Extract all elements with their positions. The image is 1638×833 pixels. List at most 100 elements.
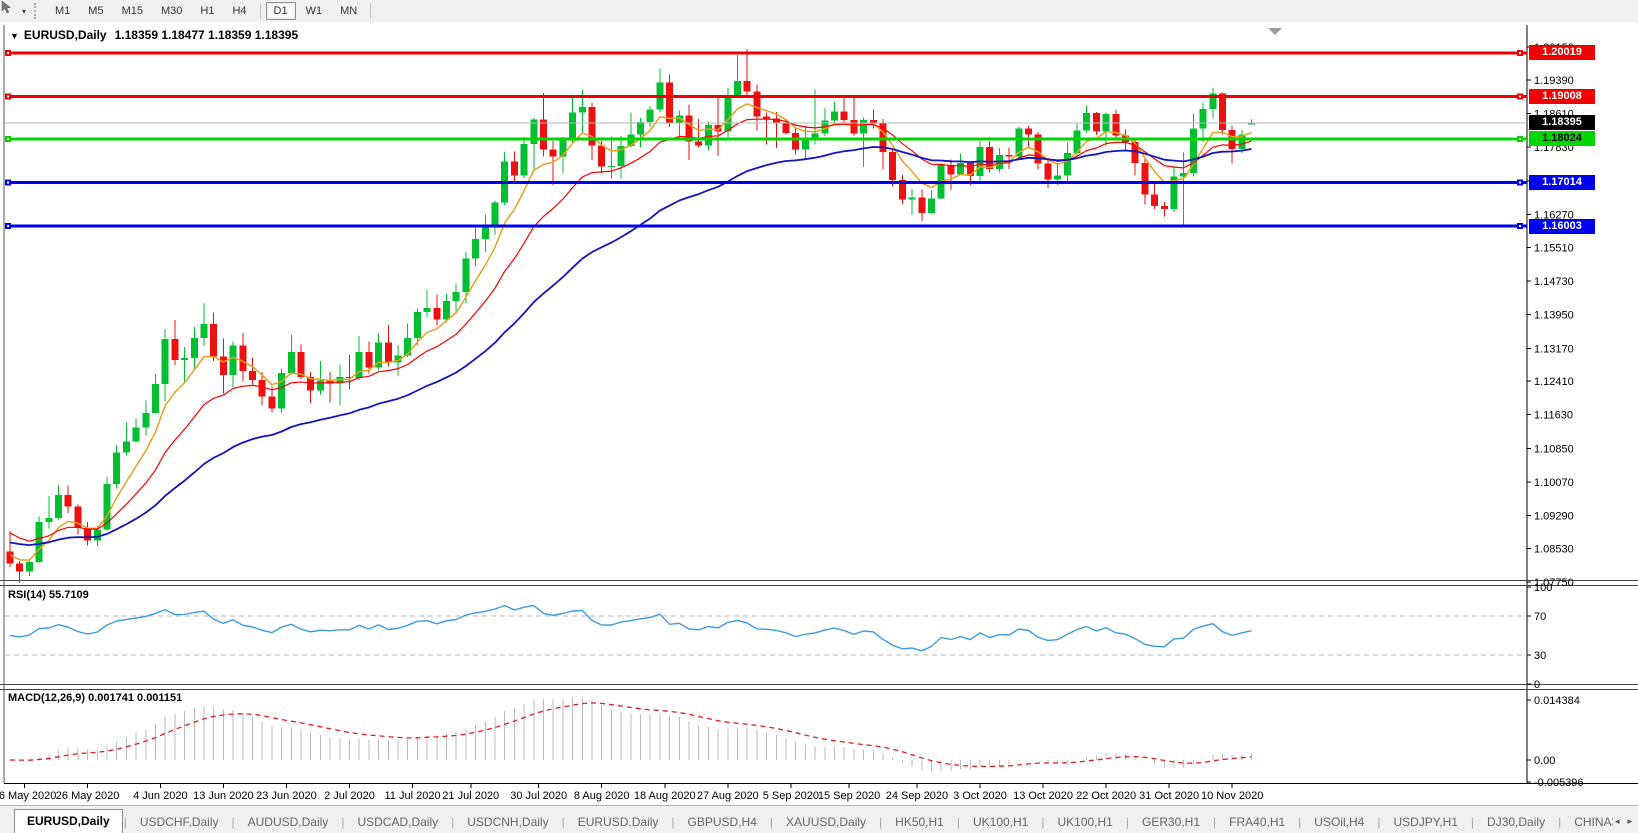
svg-text:1.15510: 1.15510 xyxy=(1534,242,1574,254)
timeframe-button-M30[interactable]: M30 xyxy=(160,5,183,17)
svg-text:16 May 2020: 16 May 2020 xyxy=(0,790,56,802)
cursor-dropdown-icon[interactable]: ▾ xyxy=(22,6,27,16)
timeframe-toolbar: ▾ M1 M5 M15 M30 H1 H4 D1 W1 MN xyxy=(0,0,1638,23)
macd-histogram xyxy=(19,697,1253,773)
svg-text:3 Oct 2020: 3 Oct 2020 xyxy=(953,790,1007,802)
symbol-tab-HK50-H1[interactable]: HK50,H1 xyxy=(895,815,944,829)
tab-separator: | xyxy=(341,815,345,829)
svg-text:15 Sep 2020: 15 Sep 2020 xyxy=(818,790,880,802)
svg-text:-0.005396: -0.005396 xyxy=(1534,777,1584,789)
timeframe-button-MN[interactable]: MN xyxy=(340,5,358,17)
symbol-tab-DJ30-Daily[interactable]: DJ30,Daily xyxy=(1487,815,1546,829)
timeframe-button-M1[interactable]: M1 xyxy=(55,5,71,17)
svg-text:0.014384: 0.014384 xyxy=(1534,695,1580,707)
svg-text:26 May 2020: 26 May 2020 xyxy=(56,790,120,802)
panel-frames xyxy=(0,25,1638,784)
candles xyxy=(6,48,1256,583)
symbol-tab-USDCAD-Daily[interactable]: USDCAD,Daily xyxy=(357,815,439,829)
tab-scroll-controls: ◂ ▸ xyxy=(1615,816,1638,833)
rsi-panel: 100 70 30 0 xyxy=(5,582,1552,691)
symbol-tab-USDJPY-H1[interactable]: USDJPY,H1 xyxy=(1393,815,1458,829)
symbol-tab-EURUSD-Daily[interactable]: EURUSD,Daily xyxy=(577,815,659,829)
chart-tab-bar: EURUSD,Daily | USDCHF,Daily | AUDUSD,Daily | U… xyxy=(0,805,1638,833)
tab-separator: | xyxy=(1213,815,1217,829)
symbol-tab-AUDUSD-Daily[interactable]: AUDUSD,Daily xyxy=(247,815,329,829)
timeframe-button-D1[interactable]: D1 xyxy=(265,2,296,20)
macd-signal-line xyxy=(9,702,1252,768)
svg-text:1.13950: 1.13950 xyxy=(1534,310,1574,322)
cursor-tool-icon[interactable] xyxy=(1,0,22,20)
svg-text:21 Jul 2020: 21 Jul 2020 xyxy=(442,790,499,802)
svg-text:22 Oct 2020: 22 Oct 2020 xyxy=(1076,790,1136,802)
tab-scroll-left-icon[interactable]: ◂ xyxy=(1614,816,1620,826)
svg-text:31 Oct 2020: 31 Oct 2020 xyxy=(1139,790,1199,802)
ma-fast-line xyxy=(9,103,1252,562)
level-price-label-1.17014: 1.17014 xyxy=(1529,174,1595,190)
symbol-tab-XAUUSD-Daily[interactable]: XAUUSD,Daily xyxy=(786,815,867,829)
tab-separator: | xyxy=(879,815,883,829)
svg-text:10 Nov 2020: 10 Nov 2020 xyxy=(1201,790,1263,802)
symbol-tab-USDCHF-Daily[interactable]: USDCHF,Daily xyxy=(139,815,219,829)
symbol-tab-GER30-H1[interactable]: GER30,H1 xyxy=(1141,815,1201,829)
svg-text:1.10850: 1.10850 xyxy=(1534,443,1574,455)
svg-text:5 Sep 2020: 5 Sep 2020 xyxy=(763,790,819,802)
svg-text:11 Jul 2020: 11 Jul 2020 xyxy=(385,790,441,802)
rsi-indicator-label: RSI(14) 55.7109 xyxy=(8,589,89,601)
timeframe-button-H4[interactable]: H4 xyxy=(232,5,247,17)
symbol-tab-UK100-H1[interactable]: UK100,H1 xyxy=(972,815,1029,829)
tab-separator: | xyxy=(1470,815,1475,829)
svg-text:0.00: 0.00 xyxy=(1534,755,1555,767)
timeframe-button-W1[interactable]: W1 xyxy=(305,5,323,17)
svg-text:1.10070: 1.10070 xyxy=(1534,477,1574,489)
toolbar-grip[interactable] xyxy=(34,3,41,19)
chart-symbol-label: EURUSD,Daily xyxy=(23,28,107,42)
svg-text:1.12410: 1.12410 xyxy=(1534,376,1574,388)
svg-text:4 Jun 2020: 4 Jun 2020 xyxy=(133,790,187,802)
timeframe-button-H1[interactable]: H1 xyxy=(200,5,215,17)
level-price-label-1.20019: 1.20019 xyxy=(1529,45,1595,61)
tab-separator: | xyxy=(1041,815,1045,829)
svg-text:1.09290: 1.09290 xyxy=(1534,511,1574,523)
tab-scroll-right-icon[interactable]: ▸ xyxy=(1627,816,1632,826)
level-lines[interactable] xyxy=(5,49,1527,230)
svg-text:1.07750: 1.07750 xyxy=(1534,577,1574,589)
svg-text:1.13170: 1.13170 xyxy=(1534,343,1574,355)
symbol-tab-EURUSD-Daily[interactable]: EURUSD,Daily xyxy=(14,809,123,833)
tab-separator: | xyxy=(561,815,565,829)
svg-text:0: 0 xyxy=(1534,679,1540,691)
svg-text:1.14730: 1.14730 xyxy=(1534,276,1574,288)
ma-slow-line xyxy=(9,146,1252,546)
svg-text:1.11630: 1.11630 xyxy=(1534,410,1573,422)
chart-ohlc-values: 1.18359 1.18477 1.18359 1.18395 xyxy=(114,28,299,42)
svg-text:24 Sep 2020: 24 Sep 2020 xyxy=(886,790,948,802)
level-price-label-1.18024: 1.18024 xyxy=(1529,131,1595,147)
svg-text:23 Jun 2020: 23 Jun 2020 xyxy=(256,790,317,802)
svg-text:1.08530: 1.08530 xyxy=(1534,544,1574,556)
level-price-label-1.19008: 1.19008 xyxy=(1529,88,1595,104)
tab-separator: | xyxy=(1377,815,1381,829)
symbol-tab-USOil-H4[interactable]: USOil,H4 xyxy=(1314,815,1365,829)
symbol-tab-FRA40-H1[interactable]: FRA40,H1 xyxy=(1229,815,1286,829)
macd-panel: 0.014384 0.00 -0.005396 xyxy=(1527,695,1584,789)
macd-indicator-label: MACD(12,26,9) 0.001741 0.001151 xyxy=(8,692,183,704)
svg-text:1.16270: 1.16270 xyxy=(1534,210,1574,222)
svg-text:30 Jul 2020: 30 Jul 2020 xyxy=(510,790,567,802)
symbol-tab-GBPUSD-H4[interactable]: GBPUSD,H4 xyxy=(687,815,757,829)
symbol-tab-CHINA300-H1[interactable]: CHINA300,H1 xyxy=(1574,815,1613,829)
timeframe-button-M15[interactable]: M15 xyxy=(121,5,143,17)
timeframe-button-M5[interactable]: M5 xyxy=(88,5,104,17)
svg-text:2 Jul 2020: 2 Jul 2020 xyxy=(324,790,375,802)
symbol-tab-UK100-H1[interactable]: UK100,H1 xyxy=(1057,815,1113,829)
svg-text:1.19390: 1.19390 xyxy=(1534,75,1574,87)
svg-text:13 Jun 2020: 13 Jun 2020 xyxy=(193,790,254,802)
svg-text:70: 70 xyxy=(1534,611,1546,623)
tab-separator: | xyxy=(1558,815,1562,829)
chart-context-arrow-icon[interactable]: ▼ xyxy=(10,31,19,41)
symbol-tab-USDCNH-Daily[interactable]: USDCNH,Daily xyxy=(467,815,549,829)
svg-text:27 Aug 2020: 27 Aug 2020 xyxy=(697,790,759,802)
chart-shift-marker[interactable] xyxy=(1268,28,1282,35)
svg-text:100: 100 xyxy=(1534,582,1552,594)
